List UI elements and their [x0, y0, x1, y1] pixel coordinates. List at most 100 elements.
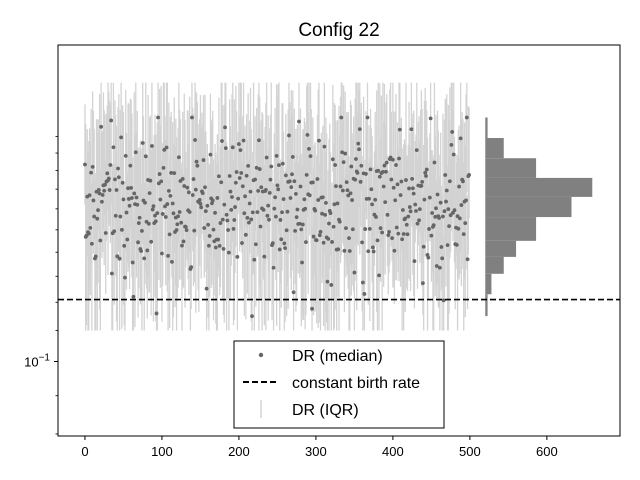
median-point: [153, 213, 157, 218]
median-point: [206, 222, 211, 227]
median-point: [328, 211, 333, 216]
median-point: [371, 249, 376, 254]
median-point: [331, 224, 336, 229]
median-point: [297, 221, 302, 226]
median-point: [290, 155, 295, 159]
median-point: [247, 201, 252, 206]
median-point: [123, 275, 127, 280]
median-point: [407, 186, 411, 191]
median-point: [463, 221, 468, 226]
median-point: [457, 216, 462, 221]
median-point: [153, 219, 158, 224]
median-point: [223, 146, 228, 151]
median-point: [445, 243, 450, 248]
median-point: [347, 249, 352, 253]
median-point: [160, 212, 165, 216]
median-point: [465, 257, 470, 262]
median-point: [118, 214, 123, 219]
median-point: [437, 216, 441, 220]
median-point: [305, 132, 310, 137]
median-point: [332, 202, 337, 207]
median-point: [108, 163, 113, 167]
legend-label-dr-iqr: DR (IQR): [292, 402, 359, 419]
median-point: [114, 188, 119, 192]
median-point: [210, 201, 214, 206]
median-point: [335, 201, 340, 206]
median-point: [347, 236, 351, 241]
legend-label-constant-birth-rate: constant birth rate: [292, 375, 420, 392]
median-point: [303, 240, 308, 245]
median-point: [383, 200, 388, 205]
median-point: [283, 173, 288, 178]
median-point: [163, 215, 168, 219]
median-point: [89, 241, 94, 246]
median-point: [231, 227, 236, 231]
median-point: [367, 226, 372, 231]
median-point: [233, 180, 238, 185]
median-point: [91, 198, 96, 203]
median-point: [413, 202, 418, 207]
median-point: [401, 232, 406, 236]
median-point: [239, 171, 244, 175]
median-point: [103, 182, 107, 187]
median-point: [116, 166, 120, 171]
median-point: [190, 193, 195, 197]
median-point: [223, 125, 227, 130]
median-point: [330, 157, 335, 162]
median-point: [171, 211, 176, 216]
median-point: [424, 167, 429, 172]
median-point: [454, 243, 459, 247]
median-point: [176, 155, 181, 160]
median-point: [143, 200, 147, 205]
median-point: [458, 136, 463, 141]
median-point: [288, 196, 293, 200]
median-point: [382, 163, 387, 168]
median-point: [89, 170, 94, 175]
histogram-bar: [485, 196, 572, 218]
median-point: [96, 188, 101, 192]
median-point: [310, 306, 314, 311]
median-point: [109, 271, 114, 276]
median-point: [387, 229, 391, 234]
median-point: [292, 179, 297, 184]
median-point: [97, 191, 102, 196]
median-point: [316, 198, 321, 202]
median-point: [360, 280, 365, 285]
median-point: [213, 210, 217, 215]
median-point: [442, 209, 447, 214]
median-point: [128, 163, 133, 168]
median-point: [187, 210, 192, 214]
median-point: [204, 286, 209, 291]
median-point: [183, 224, 188, 229]
median-point: [291, 290, 296, 295]
median-point: [181, 239, 186, 244]
median-point: [133, 150, 138, 155]
median-point: [366, 249, 371, 254]
median-point: [431, 223, 436, 228]
median-point: [137, 215, 142, 220]
median-point: [287, 179, 292, 184]
median-point: [206, 243, 211, 248]
median-point: [107, 188, 112, 192]
histogram-bar: [485, 294, 488, 317]
median-point: [380, 169, 385, 174]
median-point: [257, 138, 261, 143]
median-point: [427, 227, 431, 231]
median-point: [411, 191, 416, 196]
median-point: [390, 157, 395, 162]
median-point: [139, 249, 144, 253]
median-point: [434, 264, 439, 268]
legend-label-dr-median: DR (median): [292, 348, 383, 365]
median-point: [151, 204, 156, 209]
median-point: [409, 127, 414, 132]
median-point: [157, 172, 162, 176]
median-point: [407, 205, 412, 209]
median-point: [236, 196, 241, 201]
median-point: [443, 173, 448, 177]
median-point: [243, 194, 247, 199]
median-point: [150, 144, 154, 148]
median-point: [248, 189, 253, 194]
median-point: [189, 265, 194, 270]
median-point: [158, 197, 163, 202]
